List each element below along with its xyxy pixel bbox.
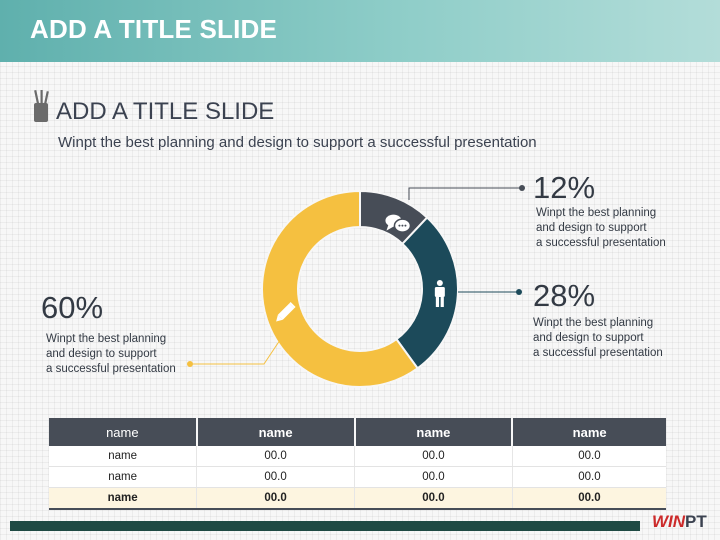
table-cell: 00.0 xyxy=(354,487,513,510)
table-row: name 00.0 00.0 00.0 xyxy=(49,466,666,488)
data-table: name name name name name 00.0 00.0 00.0 … xyxy=(49,418,666,510)
table-cell: 00.0 xyxy=(354,446,513,467)
winpt-logo: WINPT xyxy=(652,512,707,532)
table-cell: 00.0 xyxy=(196,466,355,488)
table-cell: 00.0 xyxy=(196,487,355,510)
table-total-row: name 00.0 00.0 00.0 xyxy=(49,487,666,510)
slice-label-28: 28% xyxy=(533,278,596,313)
footer-bar xyxy=(10,521,640,531)
leader-line-60 xyxy=(190,339,281,365)
table-header-cell: name xyxy=(49,418,197,446)
section-title: ADD A TITLE SLIDE xyxy=(56,98,275,125)
table-cell: name xyxy=(49,466,197,488)
leader-dot-12 xyxy=(519,185,525,191)
header-bar: ADD A TITLE SLIDE xyxy=(0,0,720,62)
pencil-icon xyxy=(276,302,296,322)
table-cell: name xyxy=(49,446,197,467)
leader-dot-60 xyxy=(187,361,193,367)
slice-desc-28: Winpt the best planning and design to su… xyxy=(533,317,663,359)
table-cell: 00.0 xyxy=(196,446,355,467)
slice-desc-12: Winpt the best planning and design to su… xyxy=(536,207,666,249)
slice-label-12: 12% xyxy=(533,170,596,205)
table-header-row: name name name name xyxy=(49,418,666,446)
chat-bubbles-icon xyxy=(385,214,412,233)
table-cell: name xyxy=(49,487,197,510)
table-cell: 00.0 xyxy=(511,487,666,510)
header-title: ADD A TITLE SLIDE xyxy=(30,14,278,44)
leader-line-12 xyxy=(408,187,522,200)
slice-label-60: 60% xyxy=(41,290,104,325)
donut-slice-28 xyxy=(395,216,459,370)
donut-slice-60 xyxy=(261,189,420,388)
table-row: name 00.0 00.0 00.0 xyxy=(49,446,666,467)
table-header-cell: name xyxy=(195,418,355,446)
table-cell: 00.0 xyxy=(354,466,513,488)
logo-win: WIN xyxy=(652,512,686,531)
table-cell: 00.0 xyxy=(511,446,666,467)
slice-desc-60: Winpt the best planning and design to su… xyxy=(46,333,176,375)
table-header-cell: name xyxy=(353,418,513,446)
pencil-cup-icon xyxy=(34,90,49,122)
person-icon xyxy=(434,280,445,308)
table-header-cell: name xyxy=(511,418,666,446)
section-subtitle: Winpt the best planning and design to su… xyxy=(58,134,537,151)
table-cell: 00.0 xyxy=(511,466,666,488)
leader-dot-28 xyxy=(516,289,522,295)
logo-pt: PT xyxy=(685,512,707,531)
